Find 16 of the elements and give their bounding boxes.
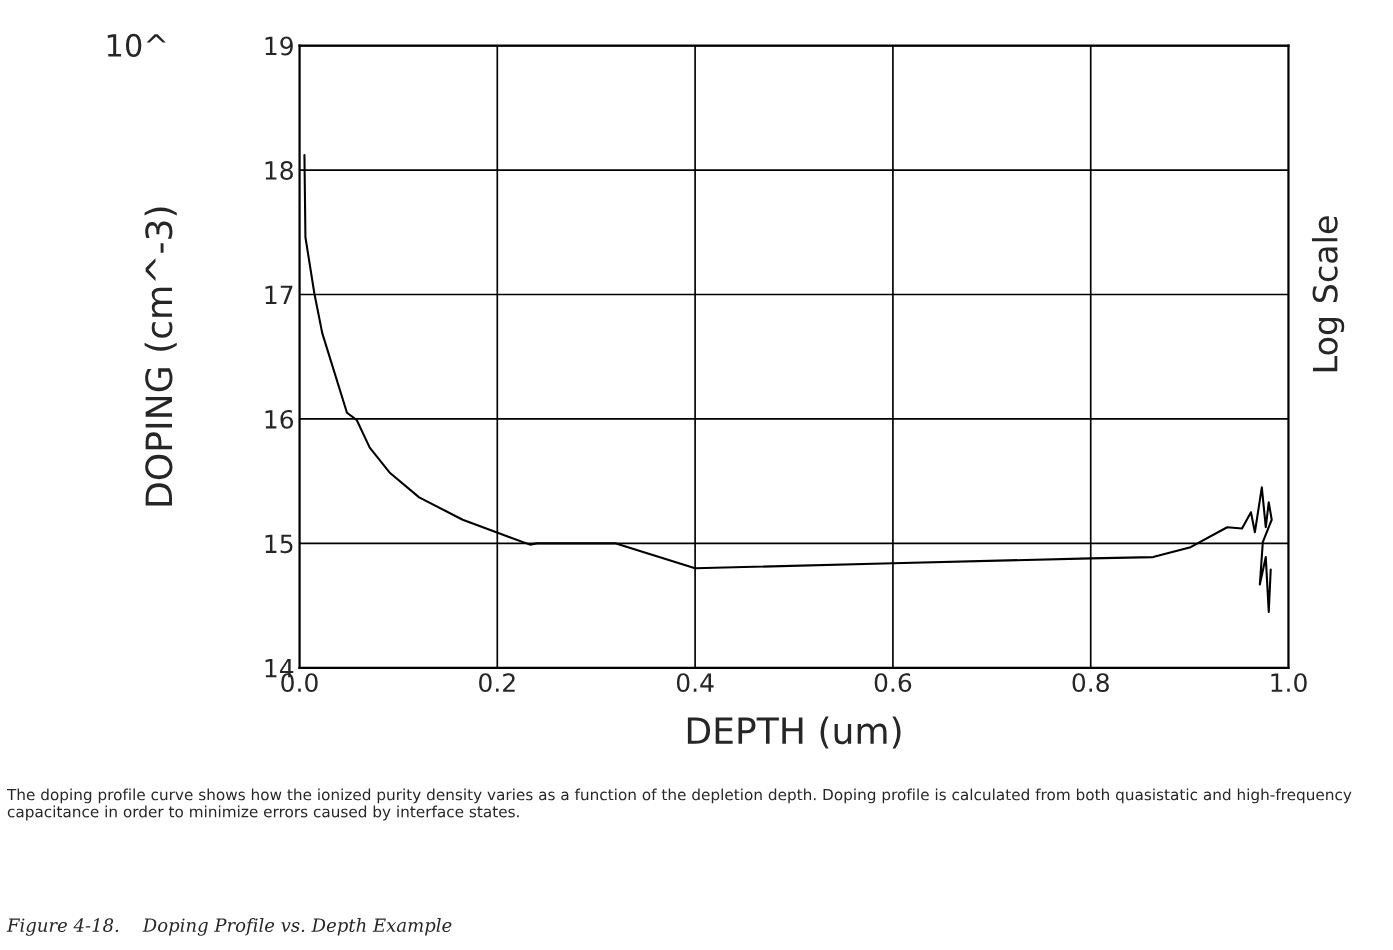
x-tick-label: 1.0 (1271, 673, 1307, 693)
y-tick-label: 15 (265, 534, 293, 554)
text: The doping profile curve shows how the ionized purity density varies as a function of the depletion depth. Doping profile is calculated from both quasistatic and high-frequency capacitance in order to minimize errors caused by interface states. (6, 788, 1352, 821)
x-axis-title: DEPTH (um) (687, 716, 901, 749)
y-tick-label: 16 (265, 409, 294, 429)
x-tick-label: 0.4 (676, 673, 714, 693)
caption: Figure 4-18. Doping Profile vs. Depth Example (6, 918, 452, 936)
y-axis-title: DOPING (cm^-3) (144, 207, 177, 506)
x-tick-label: 0.6 (874, 673, 912, 693)
x-tick-label: 0.8 (1072, 673, 1109, 693)
y-tick-label: 18 (265, 160, 293, 180)
x-tick-label: 0.2 (479, 673, 515, 693)
y-tick-label: 17 (265, 285, 293, 304)
text: 10^ (107, 33, 166, 57)
y-tick-label: 19 (265, 36, 293, 56)
y2-axis-title: Log Scale (1311, 216, 1345, 372)
